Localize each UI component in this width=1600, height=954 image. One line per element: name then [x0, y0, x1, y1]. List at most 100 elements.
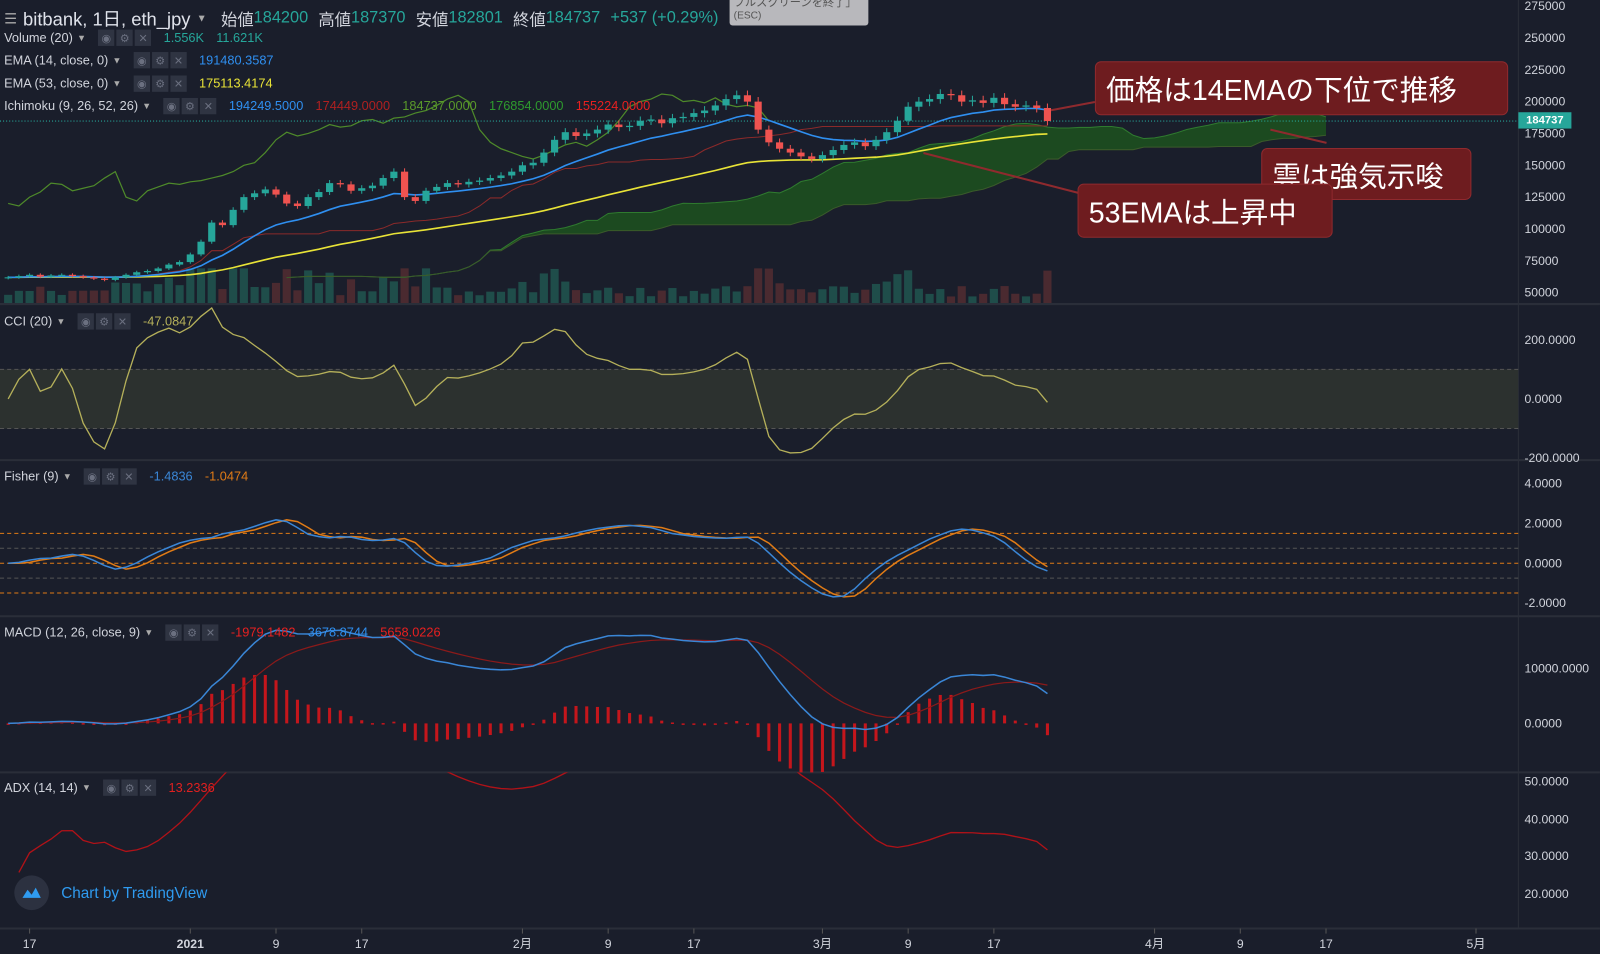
- candle-body: [433, 186, 441, 191]
- cci-legend-label[interactable]: CCI (20): [4, 314, 53, 329]
- volume-bar: [336, 295, 345, 304]
- close-icon[interactable]: ✕: [139, 779, 157, 796]
- volume-bar: [121, 283, 131, 304]
- macd-histogram-bar: [263, 674, 267, 724]
- ema53-legend-label[interactable]: EMA (53, close, 0): [4, 76, 109, 91]
- annotation-price-below-ema14[interactable]: 価格は14EMAの下位で推移: [1094, 61, 1509, 116]
- ema53-legend[interactable]: EMA (53, close, 0) ▼ ◉ ⚙ ✕ 175113.4174: [4, 75, 279, 92]
- annotation-pointer: [1270, 128, 1327, 144]
- symbol-title[interactable]: bitbank, 1日, eth_jpy: [23, 9, 191, 30]
- macd-histogram-bar: [542, 719, 546, 724]
- gear-icon[interactable]: ⚙: [152, 52, 169, 69]
- ichimoku-legend[interactable]: Ichimoku (9, 26, 52, 26) ▼ ◉ ⚙ ✕ 194249.5000 1…: [4, 97, 656, 115]
- chevron-down-icon[interactable]: ▼: [56, 316, 66, 327]
- volume-bar: [743, 286, 752, 304]
- adx-legend-value: 13.2336: [168, 780, 215, 795]
- chevron-down-icon[interactable]: ▼: [81, 782, 92, 793]
- chevron-down-icon[interactable]: ▼: [112, 78, 122, 89]
- gear-icon[interactable]: ⚙: [181, 97, 199, 115]
- volume-bar: [946, 296, 956, 304]
- candle-body: [122, 274, 130, 278]
- macd-legend-label[interactable]: MACD (12, 26, close, 9): [4, 625, 141, 640]
- candle-body: [561, 132, 569, 140]
- volume-bar: [904, 270, 913, 304]
- fisher-legend[interactable]: Fisher (9) ▼ ◉ ⚙ ✕ -1.4836 -1.0474: [4, 468, 254, 485]
- macd-legend[interactable]: MACD (12, 26, close, 9) ▼ ◉ ⚙ ✕ -1979.1482 367…: [4, 624, 447, 641]
- ichimoku-legend-label[interactable]: Ichimoku (9, 26, 52, 26): [4, 98, 139, 114]
- volume-bar: [496, 291, 506, 304]
- eye-icon[interactable]: ◉: [133, 52, 151, 69]
- cci-legend[interactable]: CCI (20) ▼ ◉ ⚙ ✕ -47.0847: [4, 313, 199, 330]
- volume-bar: [861, 289, 870, 304]
- candle-body: [776, 142, 784, 149]
- close-icon[interactable]: ✕: [120, 468, 138, 485]
- macd-histogram-bar: [885, 723, 889, 734]
- macd-histogram-bar: [617, 710, 621, 724]
- time-tick-label: 9: [605, 937, 612, 951]
- annotation-cloud-bullish[interactable]: 雲は強気示唆: [1261, 147, 1472, 200]
- volume-legend-label[interactable]: Volume (20): [4, 30, 73, 45]
- macd-legend-value: 5658.0226: [380, 625, 441, 640]
- macd-histogram-bar: [553, 712, 557, 724]
- volume-bar: [989, 288, 998, 304]
- close-icon[interactable]: ✕: [200, 97, 217, 115]
- tradingview-watermark[interactable]: Chart by TradingView: [14, 875, 208, 911]
- macd-histogram-bar: [328, 707, 332, 724]
- eye-icon[interactable]: ◉: [77, 313, 95, 330]
- candle-body: [583, 133, 591, 137]
- menu-icon[interactable]: ☰: [4, 9, 17, 27]
- candle-body: [551, 139, 559, 153]
- eye-icon[interactable]: ◉: [133, 75, 151, 92]
- volume-bar: [57, 294, 66, 304]
- ema14-legend[interactable]: EMA (14, close, 0) ▼ ◉ ⚙ ✕ 191480.3587: [4, 52, 280, 69]
- watermark-text: Chart by TradingView: [61, 884, 208, 902]
- eye-icon[interactable]: ◉: [103, 779, 120, 796]
- open-label: 始値: [220, 12, 254, 30]
- macd-histogram-bar: [670, 722, 674, 724]
- gear-icon[interactable]: ⚙: [152, 75, 169, 92]
- chevron-down-icon[interactable]: ▼: [112, 55, 122, 66]
- macd-histogram-bar: [295, 699, 299, 724]
- chevron-down-icon[interactable]: ▼: [142, 101, 152, 112]
- chevron-down-icon[interactable]: ▼: [76, 32, 87, 43]
- gear-icon[interactable]: ⚙: [183, 624, 201, 641]
- eye-icon[interactable]: ◉: [98, 29, 115, 46]
- macd-histogram-bar: [381, 723, 385, 725]
- cci-tick-label: 0.0000: [1524, 392, 1562, 406]
- macd-histogram-bar: [413, 723, 417, 741]
- ema14-legend-label[interactable]: EMA (14, close, 0): [4, 53, 109, 68]
- gear-icon[interactable]: ⚙: [121, 779, 138, 796]
- annotation-ema53-rising[interactable]: 53EMAは上昇中: [1077, 183, 1333, 238]
- volume-bar: [79, 290, 88, 304]
- close-icon[interactable]: ✕: [170, 75, 187, 92]
- close-icon[interactable]: ✕: [170, 52, 187, 69]
- macd-histogram-bar: [6, 723, 10, 725]
- eye-icon[interactable]: ◉: [163, 97, 180, 115]
- eye-icon[interactable]: ◉: [165, 624, 182, 641]
- macd-histogram-bar: [563, 706, 567, 724]
- close-icon[interactable]: ✕: [114, 313, 131, 330]
- chevron-down-icon[interactable]: ▼: [196, 12, 207, 24]
- adx-legend[interactable]: ADX (14, 14) ▼ ◉ ⚙ ✕ 13.2336: [4, 779, 221, 796]
- time-tick-label: 2021: [177, 937, 204, 951]
- open-value: 184200: [253, 9, 309, 27]
- candle-body: [90, 277, 98, 279]
- time-tick-label: 9: [273, 937, 280, 951]
- adx-legend-label[interactable]: ADX (14, 14): [4, 780, 78, 795]
- candle-body: [304, 197, 312, 207]
- fisher-legend-label[interactable]: Fisher (9): [4, 469, 59, 484]
- close-icon[interactable]: ✕: [135, 29, 152, 46]
- gear-icon[interactable]: ⚙: [116, 29, 133, 46]
- eye-icon[interactable]: ◉: [84, 468, 101, 485]
- volume-legend[interactable]: Volume (20) ▼ ◉ ⚙ ✕ 1.556K 11.621K: [4, 29, 269, 46]
- gear-icon[interactable]: ⚙: [102, 468, 119, 485]
- close-icon[interactable]: ✕: [202, 624, 219, 641]
- candle-body: [422, 190, 430, 201]
- adx-tick-label: 40.0000: [1524, 812, 1568, 826]
- volume-bar: [829, 286, 838, 304]
- gear-icon[interactable]: ⚙: [96, 313, 113, 330]
- macd-histogram-bar: [456, 723, 460, 740]
- chevron-down-icon[interactable]: ▼: [144, 627, 154, 638]
- chevron-down-icon[interactable]: ▼: [62, 471, 72, 482]
- candle-body: [626, 125, 634, 128]
